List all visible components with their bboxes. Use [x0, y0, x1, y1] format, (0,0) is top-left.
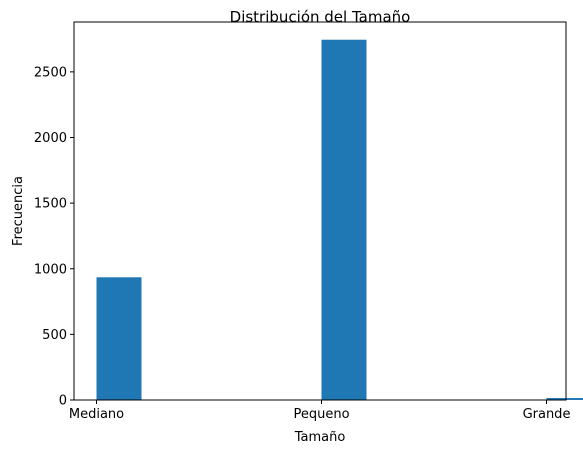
bar-pequeno — [321, 39, 367, 400]
y-tick-label: 0 — [59, 394, 67, 409]
y-tick-label: 1500 — [34, 197, 67, 212]
x-tick-label: Mediano — [69, 407, 124, 422]
x-tick-label: Grande — [523, 407, 571, 422]
y-tick-label: 2000 — [34, 131, 67, 146]
y-tick-label: 2500 — [34, 65, 67, 80]
y-axis-label: Frecuencia — [11, 176, 26, 246]
x-axis: Mediano Pequeno Grande — [69, 400, 571, 422]
y-tick-label: 1000 — [34, 262, 67, 277]
bar-grande — [546, 398, 583, 400]
x-axis-label: Tamaño — [294, 430, 346, 445]
y-axis: 0 500 1000 1500 2000 2500 — [34, 65, 74, 409]
chart-title: Distribución del Tamaño — [230, 8, 411, 26]
y-tick-label: 500 — [42, 328, 67, 343]
bar-mediano — [96, 277, 142, 400]
plot-frame — [73, 21, 567, 401]
x-tick-label: Pequeno — [293, 407, 349, 422]
bars-group — [96, 39, 583, 400]
